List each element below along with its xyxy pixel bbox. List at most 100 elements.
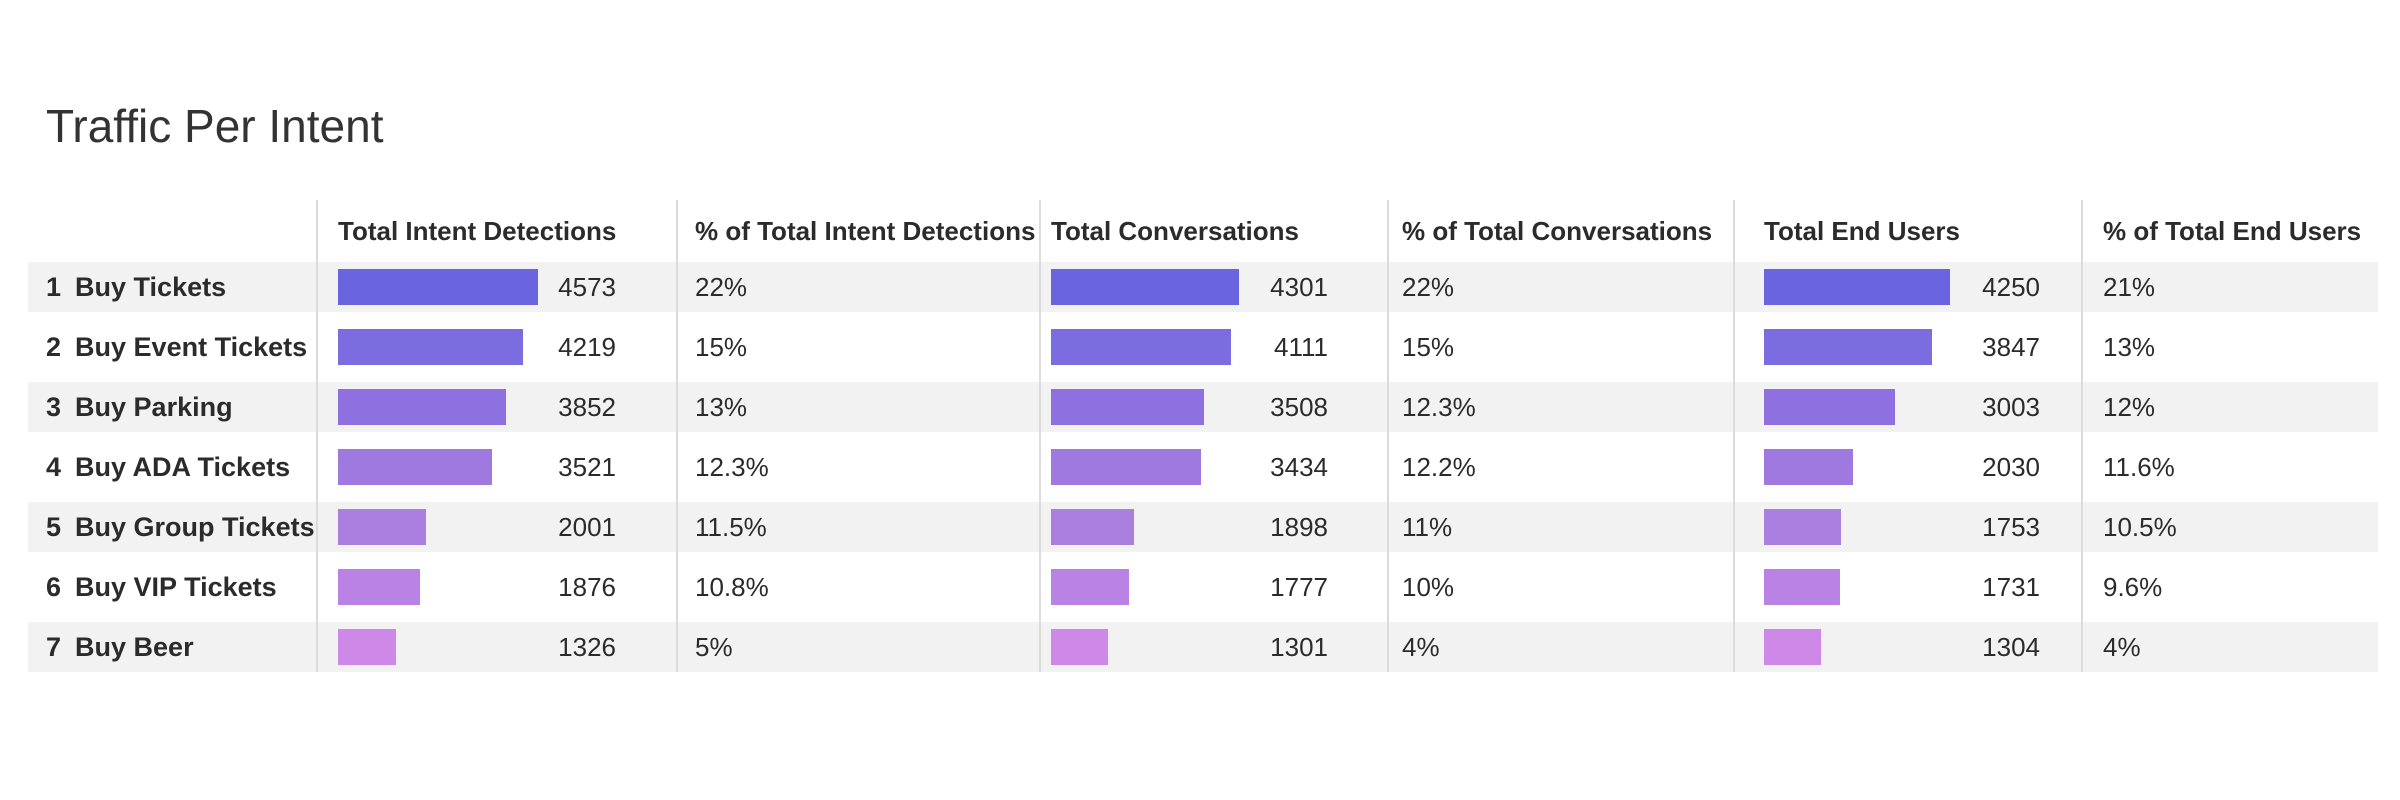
table-row[interactable]: 2 Buy Event Tickets 4219 15% 4111 15% 3847 13% [28, 322, 2378, 372]
intent-label[interactable]: 2 Buy Event Tickets [46, 322, 307, 372]
intent-name: Buy ADA Tickets [75, 452, 291, 482]
intent-name: Buy Tickets [75, 272, 227, 302]
column-divider [1039, 200, 1041, 672]
conversations-value: 3508 [1270, 392, 1328, 422]
intent-rank: 5 [46, 512, 62, 542]
end-users-value: 2030 [1982, 452, 2040, 482]
end-users-value: 1731 [1982, 572, 2040, 602]
table-row[interactable]: 3 Buy Parking 3852 13% 3508 12.3% 3003 12% [28, 382, 2378, 432]
intent-detections-value: 1876 [558, 572, 616, 602]
intent-detections-bar [338, 629, 396, 665]
intent-detections-bar [338, 449, 492, 485]
intent-label[interactable]: 7 Buy Beer [46, 622, 194, 672]
intent-detections-pct-value: 22% [695, 272, 748, 302]
conversations-pct-value: 22% [1402, 272, 1455, 302]
table-row[interactable]: 6 Buy VIP Tickets 1876 10.8% 1777 10% 1731 9.6% [28, 562, 2378, 612]
end-users-bar [1764, 329, 1932, 365]
end-users-bar [1764, 269, 1950, 305]
intent-detections-value: 4219 [558, 332, 616, 362]
end-users-value: 3003 [1982, 392, 2040, 422]
conversations-bar [1051, 569, 1129, 605]
intent-label[interactable]: 5 Buy Group Tickets [46, 502, 315, 552]
intent-rank: 1 [46, 272, 62, 302]
end-users-bar [1764, 629, 1821, 665]
end-users-pct-value: 4% [2103, 632, 2141, 662]
column-divider [1733, 200, 1735, 672]
end-users-value: 3847 [1982, 332, 2040, 362]
header-total-end-users[interactable]: Total End Users [1764, 216, 1961, 246]
end-users-bar [1764, 449, 1853, 485]
intent-detections-bar [338, 269, 538, 305]
conversations-bar [1051, 449, 1201, 485]
end-users-pct-value: 9.6% [2103, 572, 2163, 602]
intent-name: Buy Beer [75, 632, 194, 662]
column-divider [1387, 200, 1389, 672]
intent-rank: 3 [46, 392, 62, 422]
table-row[interactable]: 5 Buy Group Tickets 2001 11.5% 1898 11% 1753 10… [28, 502, 2378, 552]
column-divider [676, 200, 678, 672]
conversations-value: 3434 [1270, 452, 1328, 482]
page-title: Traffic Per Intent [46, 100, 384, 152]
intent-label[interactable]: 6 Buy VIP Tickets [46, 562, 277, 612]
intent-name: Buy Event Tickets [75, 332, 308, 362]
conversations-bar [1051, 509, 1134, 545]
conversations-pct-value: 11% [1402, 512, 1453, 542]
intent-detections-pct-value: 10.8% [695, 572, 769, 602]
intent-detections-pct-value: 15% [695, 332, 748, 362]
intent-detections-pct-value: 12.3% [695, 452, 769, 482]
intent-detections-pct-value: 11.5% [695, 512, 767, 542]
table-header-row: Total Intent Detections % of Total Inten… [28, 200, 2378, 262]
intent-traffic-table: Total Intent Detections % of Total Inten… [28, 200, 2378, 672]
intent-name: Buy VIP Tickets [75, 572, 277, 602]
intent-label[interactable]: 1 Buy Tickets [46, 262, 226, 312]
header-pct-intent-detections[interactable]: % of Total Intent Detections [695, 216, 1036, 246]
column-divider [2081, 200, 2083, 672]
table-row[interactable]: 7 Buy Beer 1326 5% 1301 4% 1304 4% [28, 622, 2378, 672]
conversations-value: 1777 [1270, 572, 1328, 602]
intent-detections-value: 3521 [558, 452, 616, 482]
table-row[interactable]: 1 Buy Tickets 4573 22% 4301 22% 4250 21% [28, 262, 2378, 312]
intent-detections-value: 1326 [558, 632, 616, 662]
intent-label[interactable]: 4 Buy ADA Tickets [46, 442, 290, 492]
intent-rank: 7 [46, 632, 62, 662]
conversations-pct-value: 12.2% [1402, 452, 1476, 482]
header-total-intent-detections[interactable]: Total Intent Detections [338, 216, 617, 246]
header-total-conversations[interactable]: Total Conversations [1051, 216, 1300, 246]
intent-detections-pct-value: 13% [695, 392, 748, 422]
end-users-pct-value: 10.5% [2103, 512, 2177, 542]
header-pct-end-users[interactable]: % of Total End Users [2103, 216, 2362, 246]
conversations-pct-value: 12.3% [1402, 392, 1476, 422]
intent-rank: 2 [46, 332, 62, 362]
intent-detections-pct-value: 5% [695, 632, 733, 662]
header-pct-conversations[interactable]: % of Total Conversations [1402, 216, 1713, 246]
intent-detections-bar [338, 569, 420, 605]
intent-detections-bar [338, 509, 426, 545]
intent-detections-bar [338, 329, 523, 365]
intent-name: Buy Parking [75, 392, 233, 422]
conversations-value: 4111 [1274, 332, 1328, 362]
conversations-value: 4301 [1270, 272, 1328, 302]
end-users-bar [1764, 509, 1841, 545]
intent-detections-value: 4573 [558, 272, 616, 302]
conversations-value: 1898 [1270, 512, 1328, 542]
end-users-pct-value: 21% [2103, 272, 2156, 302]
intent-detections-value: 3852 [558, 392, 616, 422]
end-users-value: 1753 [1982, 512, 2040, 542]
end-users-pct-value: 11.6% [2103, 452, 2175, 482]
conversations-bar [1051, 269, 1239, 305]
conversations-bar [1051, 629, 1108, 665]
column-divider [316, 200, 318, 672]
end-users-value: 1304 [1982, 632, 2040, 662]
intent-label[interactable]: 3 Buy Parking [46, 382, 233, 432]
intent-name: Buy Group Tickets [75, 512, 315, 542]
intent-rank: 6 [46, 572, 62, 602]
conversations-value: 1301 [1270, 632, 1328, 662]
end-users-bar [1764, 389, 1895, 425]
table-row[interactable]: 4 Buy ADA Tickets 3521 12.3% 3434 12.2% 2030 11… [28, 442, 2378, 492]
conversations-pct-value: 10% [1402, 572, 1455, 602]
conversations-bar [1051, 329, 1231, 365]
end-users-value: 4250 [1982, 272, 2040, 302]
conversations-bar [1051, 389, 1204, 425]
end-users-pct-value: 12% [2103, 392, 2156, 422]
